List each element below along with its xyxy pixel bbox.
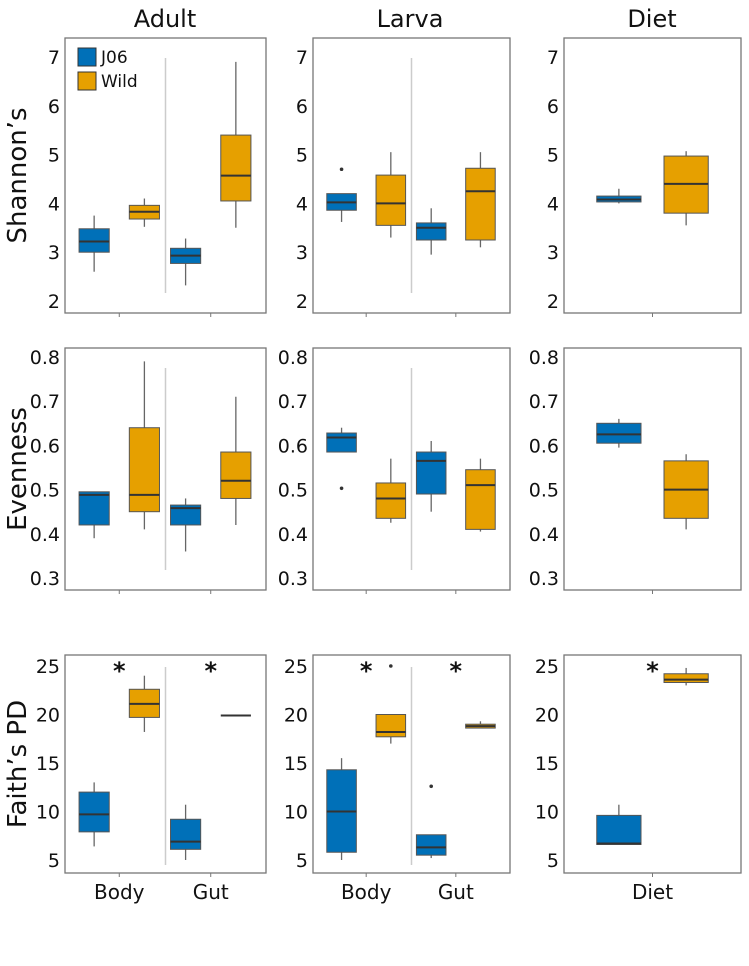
y-tick-label: 0.8: [30, 347, 60, 369]
y-tick-label: 25: [284, 656, 308, 678]
box-j06-gut: [170, 818, 202, 850]
box-wild-gut: [220, 134, 252, 202]
y-tick-label: 10: [284, 802, 308, 824]
x-tick-label: Diet: [632, 880, 673, 904]
significance-star: *: [204, 657, 217, 685]
column-title-adult: Adult: [134, 5, 197, 33]
y-tick-label: 15: [535, 753, 559, 775]
y-tick-label: 7: [48, 47, 60, 69]
y-tick-label: 5: [296, 850, 308, 872]
box-wild-body: [375, 714, 407, 738]
row-ylabel: Evenness: [3, 407, 33, 531]
y-tick-label: 10: [535, 802, 559, 824]
y-tick-label: 4: [296, 193, 308, 215]
y-tick-label: 5: [547, 145, 559, 167]
y-tick-label: 25: [36, 656, 60, 678]
y-tick-label: 0.7: [529, 391, 559, 413]
box-j06-body: [78, 491, 110, 526]
y-tick-label: 0.5: [529, 480, 559, 502]
y-tick-label: 0.4: [278, 524, 308, 546]
y-tick-label: 0.5: [278, 480, 308, 502]
y-tick-label: 20: [36, 705, 60, 727]
x-tick-label: Gut: [193, 880, 229, 904]
y-tick-label: 4: [48, 193, 60, 215]
significance-star: *: [450, 657, 463, 685]
y-tick-label: 5: [296, 145, 308, 167]
row-ylabel: Faith’s PD: [3, 700, 33, 828]
y-tick-label: 0.4: [30, 524, 60, 546]
y-tick-label: 0.6: [278, 435, 308, 457]
y-tick-label: 20: [535, 705, 559, 727]
y-tick-label: 3: [48, 242, 60, 264]
y-tick-label: 0.6: [529, 435, 559, 457]
y-tick-label: 25: [535, 656, 559, 678]
column-title-diet: Diet: [627, 5, 676, 33]
box-j06-diet: [596, 814, 642, 845]
significance-star: *: [113, 657, 126, 685]
y-tick-label: 5: [547, 850, 559, 872]
y-tick-label: 10: [36, 802, 60, 824]
panel-diet-2: [563, 654, 742, 874]
box-j06-gut: [415, 222, 447, 241]
legend-swatch-j06: [77, 47, 97, 67]
y-tick-label: 0.7: [30, 391, 60, 413]
y-tick-label: 0.8: [529, 347, 559, 369]
box-j06-gut: [170, 504, 202, 526]
significance-star: *: [646, 657, 659, 685]
box-j06-gut-outlier: [429, 784, 434, 789]
y-tick-label: 0.8: [278, 347, 308, 369]
box-wild-diet: [663, 673, 709, 683]
y-tick-label: 7: [547, 47, 559, 69]
y-tick-label: 4: [547, 193, 559, 215]
y-tick-label: 0.4: [529, 524, 559, 546]
y-tick-label: 0.3: [278, 568, 308, 590]
box-wild-gut: [220, 451, 252, 499]
box-wild-body: [128, 427, 160, 513]
column-title-larva: Larva: [377, 5, 444, 33]
x-tick-label: Body: [94, 880, 145, 904]
legend-swatch-wild: [77, 71, 97, 91]
y-tick-label: 15: [284, 753, 308, 775]
y-tick-label: 0.3: [529, 568, 559, 590]
box-j06-body: [326, 432, 357, 453]
y-tick-label: 2: [547, 291, 559, 313]
y-tick-label: 2: [296, 291, 308, 313]
x-tick-label: Gut: [438, 880, 474, 904]
box-j06-body: [78, 791, 110, 833]
y-tick-label: 0.7: [278, 391, 308, 413]
y-tick-label: 6: [296, 96, 308, 118]
box-wild-gut: [465, 469, 496, 530]
legend-label-wild: Wild: [101, 72, 138, 92]
y-tick-label: 3: [547, 242, 559, 264]
box-j06-gut: [415, 834, 447, 856]
significance-star: *: [360, 657, 373, 685]
y-tick-label: 6: [547, 96, 559, 118]
y-tick-label: 0.5: [30, 480, 60, 502]
box-wild-body: [375, 482, 407, 519]
legend-label-j06: J06: [100, 48, 128, 68]
row-ylabel: Shannon’s: [3, 107, 33, 243]
y-tick-label: 20: [284, 705, 308, 727]
x-tick-label: Body: [341, 880, 392, 904]
box-wild-body: [375, 174, 407, 226]
box-wild-gut: [465, 167, 496, 241]
y-tick-label: 7: [296, 47, 308, 69]
y-tick-label: 6: [48, 96, 60, 118]
y-tick-label: 5: [48, 850, 60, 872]
box-j06-gut: [415, 451, 447, 495]
y-tick-label: 0.3: [30, 568, 60, 590]
y-tick-label: 3: [296, 242, 308, 264]
y-tick-label: 5: [48, 145, 60, 167]
panel-diet-0: [563, 37, 742, 314]
y-tick-label: 0.6: [30, 435, 60, 457]
panel-diet-1: [563, 347, 742, 591]
box-j06-body-outlier: [339, 486, 344, 491]
box-wild-body-outlier: [389, 664, 393, 668]
y-tick-label: 2: [48, 291, 60, 313]
y-tick-label: 15: [36, 753, 60, 775]
box-j06-body-outlier: [339, 167, 344, 172]
box-j06-diet: [596, 422, 642, 444]
